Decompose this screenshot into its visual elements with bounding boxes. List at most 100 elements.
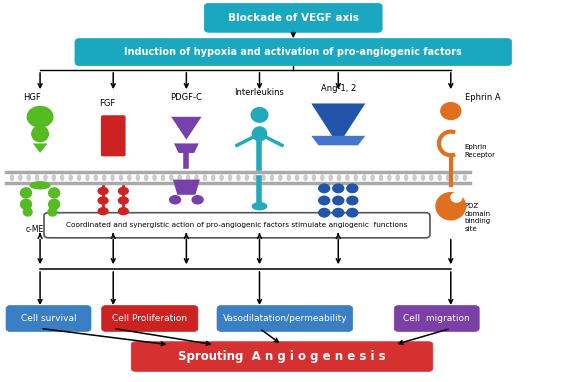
Ellipse shape	[332, 196, 345, 206]
Ellipse shape	[435, 192, 466, 220]
Ellipse shape	[119, 174, 123, 181]
Ellipse shape	[48, 187, 60, 199]
Ellipse shape	[29, 181, 51, 189]
Ellipse shape	[18, 174, 23, 181]
Ellipse shape	[135, 174, 140, 181]
Text: PDZ
domain
binding
site: PDZ domain binding site	[465, 203, 491, 232]
Ellipse shape	[27, 106, 54, 128]
Ellipse shape	[412, 174, 417, 181]
Ellipse shape	[421, 174, 425, 181]
Ellipse shape	[328, 174, 333, 181]
Ellipse shape	[287, 174, 291, 181]
Ellipse shape	[270, 174, 274, 181]
Ellipse shape	[261, 174, 266, 181]
Polygon shape	[311, 136, 365, 145]
Text: HGF: HGF	[23, 93, 41, 102]
Ellipse shape	[312, 174, 316, 181]
Text: FGF: FGF	[99, 99, 116, 108]
FancyBboxPatch shape	[131, 342, 433, 371]
Ellipse shape	[191, 195, 204, 204]
Ellipse shape	[85, 174, 90, 181]
Text: Blockade of VEGF axis: Blockade of VEGF axis	[228, 13, 359, 23]
Ellipse shape	[98, 196, 109, 205]
Ellipse shape	[446, 174, 450, 181]
Ellipse shape	[23, 207, 33, 217]
Ellipse shape	[318, 196, 331, 206]
Text: c-MET: c-MET	[26, 225, 49, 233]
Ellipse shape	[169, 174, 174, 181]
Text: FGFR: FGFR	[100, 225, 120, 233]
FancyBboxPatch shape	[394, 306, 479, 332]
Ellipse shape	[346, 196, 359, 206]
Ellipse shape	[337, 174, 341, 181]
Ellipse shape	[20, 187, 32, 199]
Ellipse shape	[252, 202, 267, 210]
Ellipse shape	[454, 174, 459, 181]
Ellipse shape	[94, 174, 98, 181]
Ellipse shape	[303, 174, 308, 181]
Ellipse shape	[318, 208, 331, 218]
Ellipse shape	[379, 174, 383, 181]
Text: Sprouting  A n g i o g e n e s i s: Sprouting A n g i o g e n e s i s	[178, 350, 386, 363]
Ellipse shape	[144, 174, 148, 181]
Ellipse shape	[118, 207, 129, 215]
Ellipse shape	[211, 174, 215, 181]
Ellipse shape	[253, 174, 257, 181]
Ellipse shape	[111, 174, 115, 181]
Ellipse shape	[202, 174, 207, 181]
Ellipse shape	[52, 174, 56, 181]
Text: PDGF-C: PDGF-C	[170, 93, 202, 102]
FancyBboxPatch shape	[102, 306, 198, 332]
Polygon shape	[174, 143, 199, 153]
Ellipse shape	[47, 207, 58, 217]
FancyBboxPatch shape	[6, 306, 91, 332]
FancyBboxPatch shape	[75, 39, 512, 66]
Ellipse shape	[31, 125, 49, 142]
Ellipse shape	[278, 174, 283, 181]
Text: Tie1 and 2: Tie1 and 2	[318, 225, 358, 233]
Text: PDGFR: PDGFR	[173, 223, 200, 231]
Ellipse shape	[118, 196, 129, 205]
Ellipse shape	[252, 126, 267, 141]
Text: Cell  migration: Cell migration	[403, 314, 470, 323]
Ellipse shape	[98, 187, 109, 195]
Ellipse shape	[77, 174, 81, 181]
Ellipse shape	[178, 174, 182, 181]
Ellipse shape	[250, 107, 268, 123]
Polygon shape	[173, 180, 200, 195]
Ellipse shape	[228, 174, 232, 181]
Ellipse shape	[450, 192, 462, 203]
Ellipse shape	[68, 174, 73, 181]
Text: Vasodilatation/permeability: Vasodilatation/permeability	[223, 314, 347, 323]
Text: Cell survival: Cell survival	[21, 314, 76, 323]
Ellipse shape	[161, 174, 165, 181]
Ellipse shape	[194, 174, 199, 181]
Ellipse shape	[219, 174, 224, 181]
Ellipse shape	[318, 183, 331, 193]
Text: Ephrin A: Ephrin A	[465, 93, 500, 102]
Polygon shape	[311, 104, 365, 145]
Ellipse shape	[169, 195, 181, 204]
Text: IL receptor: IL receptor	[239, 217, 280, 226]
Ellipse shape	[35, 174, 39, 181]
FancyBboxPatch shape	[101, 115, 126, 156]
Text: Induction of hypoxia and activation of pro-angiogenic factors: Induction of hypoxia and activation of p…	[125, 47, 462, 57]
Text: Coordinated and synergistic action of pro-angiogenic factors stimulate angiogeni: Coordinated and synergistic action of pr…	[67, 222, 408, 228]
Polygon shape	[171, 117, 201, 139]
Ellipse shape	[362, 174, 367, 181]
Ellipse shape	[27, 174, 31, 181]
FancyBboxPatch shape	[204, 3, 382, 32]
Ellipse shape	[295, 174, 299, 181]
Ellipse shape	[10, 174, 14, 181]
Ellipse shape	[462, 174, 467, 181]
Ellipse shape	[245, 174, 249, 181]
Ellipse shape	[371, 174, 375, 181]
Text: Cell Proliferation: Cell Proliferation	[112, 314, 187, 323]
Ellipse shape	[20, 199, 32, 210]
Ellipse shape	[332, 183, 345, 193]
Ellipse shape	[186, 174, 190, 181]
FancyBboxPatch shape	[217, 306, 352, 332]
Ellipse shape	[98, 207, 109, 215]
Text: Ephrin
Receptor: Ephrin Receptor	[465, 144, 496, 158]
Ellipse shape	[60, 174, 64, 181]
